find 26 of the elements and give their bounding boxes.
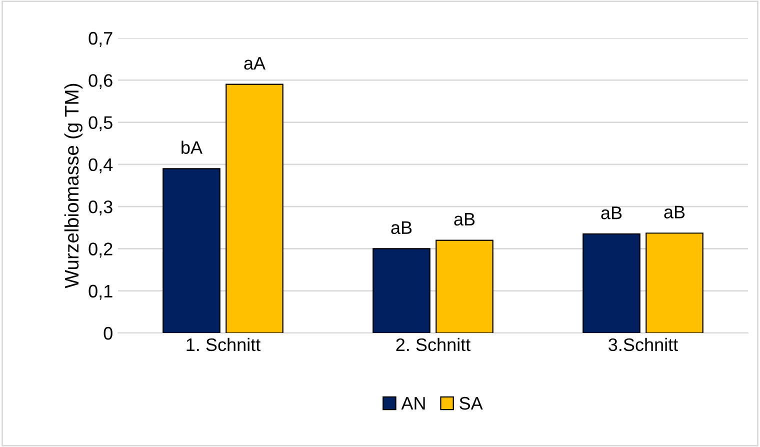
data-label: aA [244,57,266,70]
x-tick-label: 1. Schnitt [186,338,261,352]
bar [372,248,430,333]
y-tick-label: 0,3 [88,200,112,216]
x-tick-label: 3.Schnitt [608,338,678,352]
legend-label: AN [401,397,425,410]
bar [436,240,494,333]
bar [646,232,704,333]
y-tick-label: 0 [104,326,112,340]
data-label: aB [391,221,412,234]
y-tick-label: 0,6 [88,74,112,89]
bar [162,168,220,333]
data-label: aB [664,206,685,218]
bar [582,233,640,333]
y-tick-label: 0,7 [88,32,112,47]
y-tick-label: 0,4 [88,158,113,174]
bar [226,84,284,333]
y-tick-label: 0,2 [88,242,112,258]
data-label: aB [454,213,475,226]
y-axis-title: Wurzelbiomasse (g TM) [64,84,82,288]
legend-label: SA [460,396,483,410]
data-label: aB [601,206,622,220]
data-label: bA [182,140,203,154]
x-tick-label: 2. Schnitt [396,338,471,352]
y-tick-label: 0,5 [88,116,112,132]
y-tick-label: 0,1 [88,284,112,300]
